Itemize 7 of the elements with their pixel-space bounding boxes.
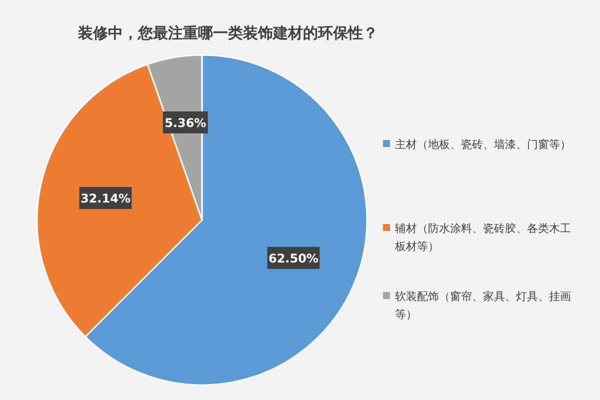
chart-title: 装修中，您最注重哪一类装饰建材的环保性？ [77, 24, 378, 42]
data-label: 62.50% [268, 251, 318, 266]
legend-label: 辅材（防水涂料、瓷砖胶、各类木工板材等） [394, 222, 571, 253]
data-label: 5.36% [164, 116, 206, 130]
legend-label: 软装配饰（窗帘、家具、灯具、挂画等） [395, 290, 571, 321]
data-label: 32.14% [80, 191, 130, 206]
legend-label: 主材（地板、瓷砖、墙漆、门窗等） [395, 138, 571, 151]
